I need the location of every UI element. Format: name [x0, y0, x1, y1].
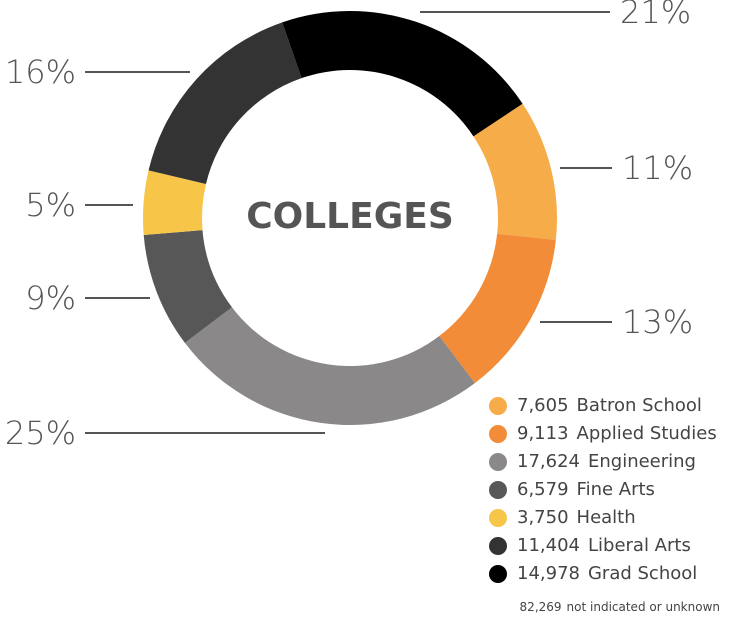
legend-swatch — [489, 509, 507, 527]
legend-swatch — [489, 565, 507, 583]
percent-label: 13% — [622, 303, 693, 341]
legend-label: Liberal Arts — [588, 535, 691, 556]
legend-entry: 14,978 Grad School — [517, 563, 697, 584]
legend-label: Grad School — [588, 563, 697, 584]
legend-label: Batron School — [577, 395, 702, 416]
legend-label: Health — [577, 507, 636, 528]
donut-slice — [142, 170, 206, 235]
legend-count: 14,978 — [517, 563, 580, 584]
percent-label: 11% — [622, 149, 693, 187]
donut-slice — [148, 22, 302, 184]
footnote-count: 82,269 — [520, 600, 562, 614]
percent-label: 21% — [620, 0, 691, 31]
legend-entry: 7,605 Batron School — [517, 395, 702, 416]
legend-entry: 3,750 Health — [517, 507, 636, 528]
percent-label: 9% — [25, 279, 76, 317]
legend-count: 3,750 — [517, 507, 569, 528]
chart-title: COLLEGES — [246, 196, 454, 237]
percent-label: 25% — [5, 414, 76, 452]
legend-label: Applied Studies — [577, 423, 717, 444]
legend-entry: 17,624 Engineering — [517, 451, 696, 472]
donut-slice — [473, 103, 557, 240]
legend-swatch — [489, 481, 507, 499]
legend-entry: 11,404 Liberal Arts — [517, 535, 691, 556]
legend-swatch — [489, 537, 507, 555]
footnote: 82,269 not indicated or unknown — [520, 600, 720, 614]
legend-count: 6,579 — [517, 479, 569, 500]
legend-count: 11,404 — [517, 535, 580, 556]
legend-swatch — [489, 425, 507, 443]
legend-count: 9,113 — [517, 423, 569, 444]
legend-entry: 6,579 Fine Arts — [517, 479, 655, 500]
legend-count: 7,605 — [517, 395, 569, 416]
legend-swatch — [489, 397, 507, 415]
footnote-text: not indicated or unknown — [567, 600, 720, 614]
legend-swatch — [489, 453, 507, 471]
legend-count: 17,624 — [517, 451, 580, 472]
donut-slice — [439, 233, 556, 384]
legend-entry: 9,113 Applied Studies — [517, 423, 717, 444]
percent-label: 16% — [5, 53, 76, 91]
donut-slice — [282, 11, 523, 137]
percent-label: 5% — [25, 186, 76, 224]
donut-slice — [184, 307, 475, 425]
donut-slice — [143, 230, 232, 343]
legend-label: Engineering — [588, 451, 696, 472]
legend-label: Fine Arts — [577, 479, 655, 500]
